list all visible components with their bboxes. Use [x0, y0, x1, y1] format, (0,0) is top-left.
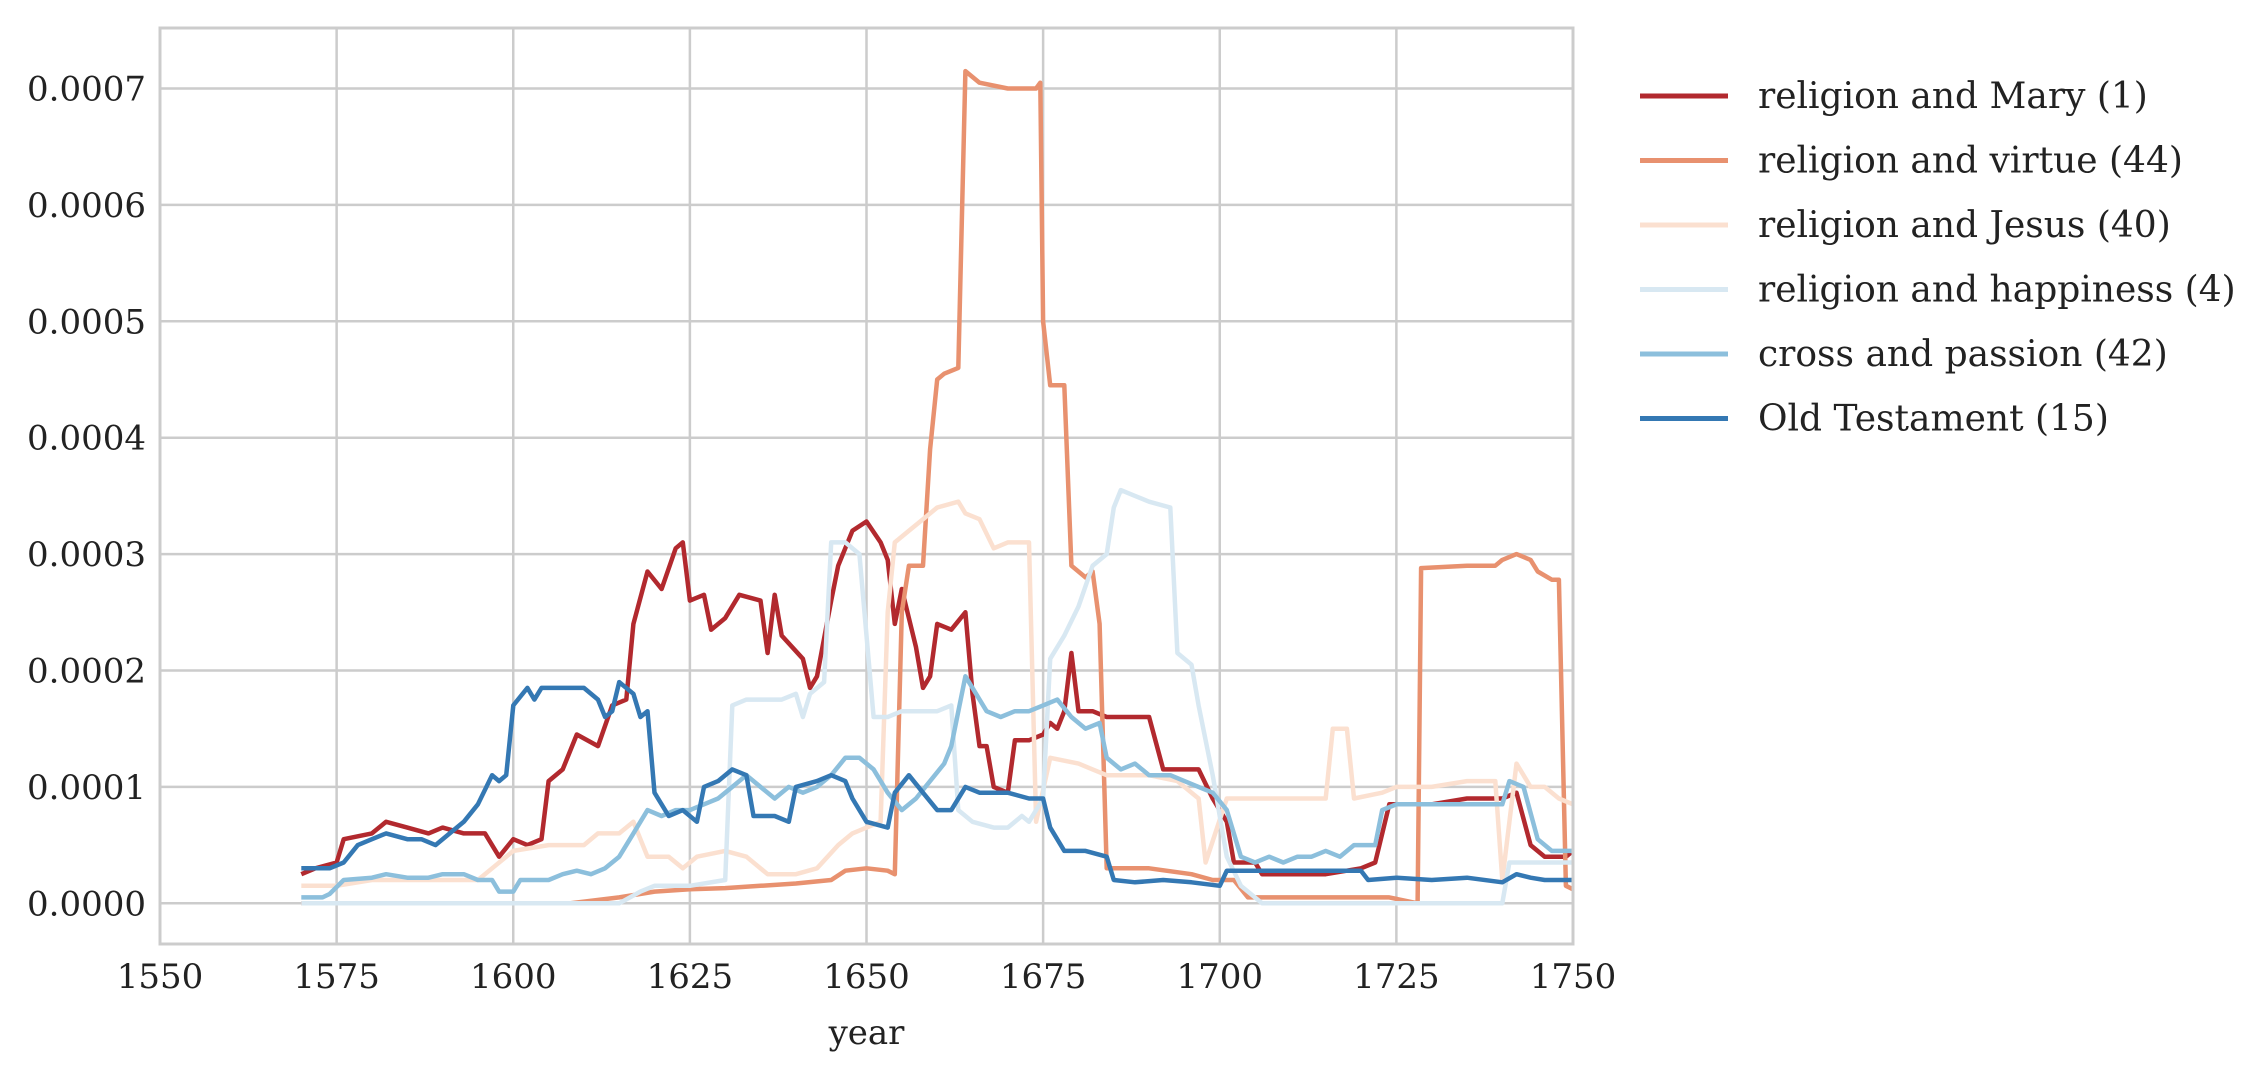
x-tick-label: 1650 — [823, 957, 910, 997]
x-axis-ticks: 1550 1575 1600 1625 1650 1675 1700 1725 1750 — [117, 957, 1617, 997]
series-line-0 — [300, 519, 1575, 877]
plot-frame — [158, 26, 1575, 946]
x-tick-label: 1725 — [1353, 957, 1440, 997]
series-lines — [300, 68, 1575, 906]
legend-label: religion and happiness (4) — [1758, 270, 2236, 311]
legend-label: religion and Mary (1) — [1758, 76, 2148, 117]
y-tick-label: 0.0001 — [27, 768, 146, 808]
y-tick-label: 0.0005 — [27, 302, 146, 342]
x-axis-title: year — [828, 1013, 906, 1053]
x-tick-label: 1575 — [293, 957, 380, 997]
y-tick-label: 0.0000 — [27, 884, 146, 924]
y-axis-ticks: 0.0000 0.0001 0.0002 0.0003 0.0004 0.0005 0.00… — [27, 70, 146, 925]
series-line-1 — [301, 68, 1574, 906]
y-tick-label: 0.0006 — [27, 186, 146, 226]
y-tick-label: 0.0004 — [27, 419, 146, 459]
y-tick-label: 0.0007 — [27, 70, 146, 110]
x-tick-label: 1700 — [1176, 957, 1263, 997]
series-line-5 — [301, 679, 1573, 889]
legend-label: Old Testament (15) — [1758, 399, 2109, 440]
legend-label: religion and Jesus (40) — [1758, 205, 2171, 246]
x-tick-label: 1600 — [470, 957, 557, 997]
x-tick-label: 1550 — [117, 957, 204, 997]
series-line-2 — [301, 499, 1574, 889]
y-tick-label: 0.0003 — [27, 535, 146, 575]
legend-label: cross and passion (42) — [1758, 334, 2168, 375]
legend-label: religion and virtue (44) — [1758, 141, 2183, 182]
x-tick-label: 1675 — [1000, 957, 1087, 997]
series-line-3 — [301, 487, 1573, 906]
legend: religion and Mary (1) religion and virtue… — [1640, 76, 2236, 440]
x-tick-label: 1625 — [647, 957, 734, 997]
series-line-4 — [301, 674, 1573, 900]
y-tick-label: 0.0002 — [27, 651, 146, 691]
x-tick-label: 1750 — [1530, 957, 1617, 997]
